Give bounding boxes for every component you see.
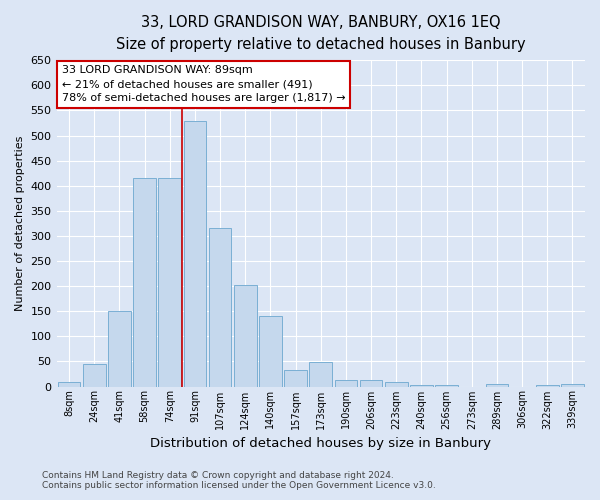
Bar (561, 384, 584, 386)
Bar (158, 178, 181, 386)
Bar (184, 120, 206, 386)
Text: Contains public sector information licensed under the Open Government Licence v3: Contains public sector information licen… (42, 480, 436, 490)
Bar (133, 178, 156, 386)
Bar (58, 382, 80, 386)
Bar (234, 284, 257, 386)
Bar (536, 385, 559, 386)
Bar (108, 311, 131, 386)
Y-axis label: Number of detached properties: Number of detached properties (15, 136, 25, 311)
X-axis label: Distribution of detached houses by size in Banbury: Distribution of detached houses by size … (150, 437, 491, 450)
Text: 33 LORD GRANDISON WAY: 89sqm
← 21% of detached houses are smaller (491)
78% of s: 33 LORD GRANDISON WAY: 89sqm ← 21% of de… (62, 65, 346, 103)
Bar (410, 384, 433, 386)
Bar (83, 364, 106, 386)
Bar (385, 382, 407, 386)
Title: 33, LORD GRANDISON WAY, BANBURY, OX16 1EQ
Size of property relative to detached : 33, LORD GRANDISON WAY, BANBURY, OX16 1E… (116, 15, 526, 52)
Bar (360, 380, 382, 386)
Bar (335, 380, 357, 386)
Bar (435, 385, 458, 386)
Bar (284, 370, 307, 386)
Bar (485, 384, 508, 386)
Text: Contains HM Land Registry data © Crown copyright and database right 2024.: Contains HM Land Registry data © Crown c… (42, 470, 394, 480)
Bar (259, 316, 282, 386)
Bar (310, 362, 332, 386)
Bar (209, 228, 232, 386)
